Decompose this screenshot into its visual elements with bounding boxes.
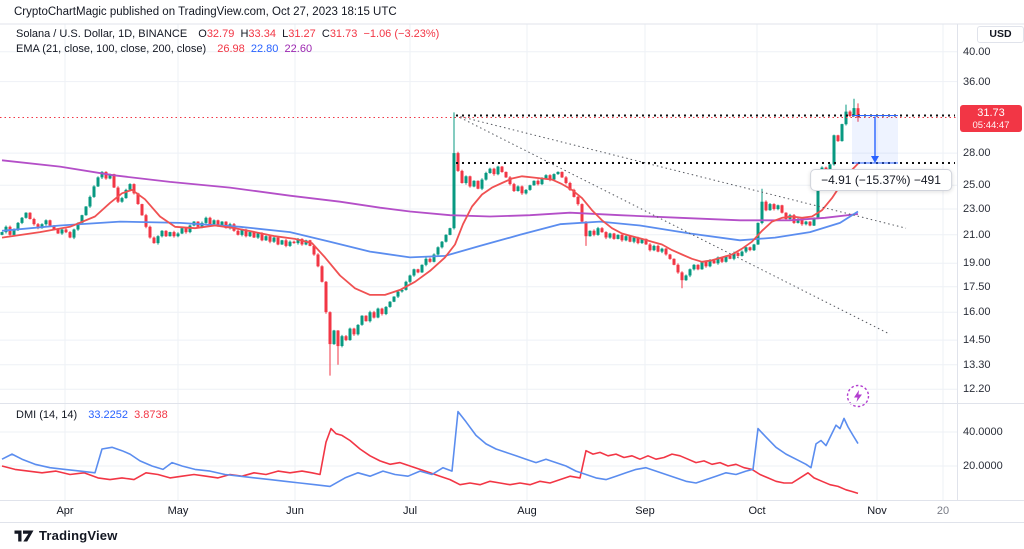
time-axis-label: Sep: [635, 505, 655, 517]
time-axis-label: Aug: [517, 505, 537, 517]
time-axis-label: Oct: [748, 505, 766, 517]
ohlc-open-value: 32.79: [206, 28, 235, 40]
ema100-value: 22.80: [250, 43, 279, 55]
dmi-legend-label: DMI (14, 14): [16, 409, 78, 421]
ema200-value: 22.60: [284, 43, 313, 55]
price-axis-tick: 14.50: [963, 334, 991, 347]
time-axis-label: Apr: [56, 505, 74, 517]
price-axis-tick: 16.00: [963, 306, 991, 319]
change-value: −1.06 (−3.23%): [363, 28, 440, 40]
ohlc-low-label: L: [282, 28, 289, 40]
last-price-label: 31.73 05:44:47: [960, 104, 1022, 132]
time-axis-label: Nov: [867, 505, 887, 517]
time-axis-label: Jul: [402, 505, 418, 517]
dmi-minus-di-line: [1, 427, 859, 495]
time-axis-label: 20: [936, 505, 950, 517]
trendline-drawing: [455, 115, 907, 229]
ema-legend-label: EMA (21, close, 100, close, 200, close): [16, 43, 207, 55]
ema21-value: 26.98: [217, 43, 245, 55]
candlestick-series: [0, 98, 860, 376]
price-axis-tick: 21.00: [963, 228, 991, 241]
time-axis[interactable]: Apr May Jun Jul Aug Sep Oct Nov 20: [0, 501, 1024, 522]
ema200-line: [1, 159, 859, 222]
price-axis-tick: 13.30: [963, 358, 991, 371]
ema100-line: [1, 210, 859, 259]
ema-legend[interactable]: EMA (21, close, 100, close, 200, close) …: [16, 43, 312, 55]
price-axis-tick: 36.00: [963, 75, 991, 88]
tradingview-logo-icon: [14, 530, 34, 541]
symbol-title: Solana / U.S. Dollar, 1D, BINANCE: [16, 28, 188, 40]
candle-countdown: 05:44:47: [972, 119, 1010, 131]
price-axis-tick: 12.20: [963, 383, 991, 396]
price-axis-tick: 17.50: [963, 280, 991, 293]
dmi-legend[interactable]: DMI (14, 14) 33.2252 3.8738: [16, 409, 168, 421]
dmi-plus-di-value: 33.2252: [88, 409, 128, 421]
trendline-drawing: [455, 115, 891, 335]
price-axis-tick: 23.00: [963, 202, 991, 215]
ohlc-low-value: 31.27: [288, 28, 316, 40]
tradingview-logo[interactable]: TradingView: [14, 528, 118, 543]
attribution-text: CryptoChartMagic published on TradingVie…: [14, 6, 397, 18]
price-axis-tick: 40.00: [963, 45, 991, 58]
price-axis-tick: 25.00: [963, 179, 991, 192]
lightning-bolt-icon: [854, 390, 862, 402]
tradingview-brand-text: TradingView: [39, 528, 118, 543]
ohlc-close-label: C: [321, 28, 330, 40]
last-price-value: 31.73: [977, 106, 1005, 119]
dmi-plus-di-line: [1, 410, 859, 488]
ohlc-close-value: 31.73: [329, 28, 358, 40]
price-axis-tick: 19.00: [963, 257, 991, 270]
footer-bar: TradingView: [0, 523, 1024, 549]
dmi-axis-tick: 20.0000: [963, 460, 1003, 472]
currency-toggle-button[interactable]: USD: [977, 26, 1024, 43]
measure-arrow-head: [871, 156, 879, 163]
dmi-axis-tick: 40.0000: [963, 426, 1003, 438]
measure-tool-tooltip[interactable]: −4.91 (−15.37%) −491: [810, 169, 952, 191]
price-axis[interactable]: 40.00 36.00 28.00 25.00 23.00 21.00 19.00 17.50…: [958, 24, 1024, 502]
ema21-line: [1, 162, 859, 296]
symbol-legend[interactable]: Solana / U.S. Dollar, 1D, BINANCE O32.79…: [16, 28, 439, 40]
time-axis-label: May: [167, 505, 189, 517]
ohlc-high-label: H: [240, 28, 249, 40]
time-axis-label: Jun: [286, 505, 304, 517]
price-axis-tick: 28.00: [963, 147, 991, 160]
ohlc-high-value: 33.34: [248, 28, 276, 40]
ohlc-open-label: O: [198, 28, 207, 40]
dmi-minus-di-value: 3.8738: [134, 409, 168, 421]
